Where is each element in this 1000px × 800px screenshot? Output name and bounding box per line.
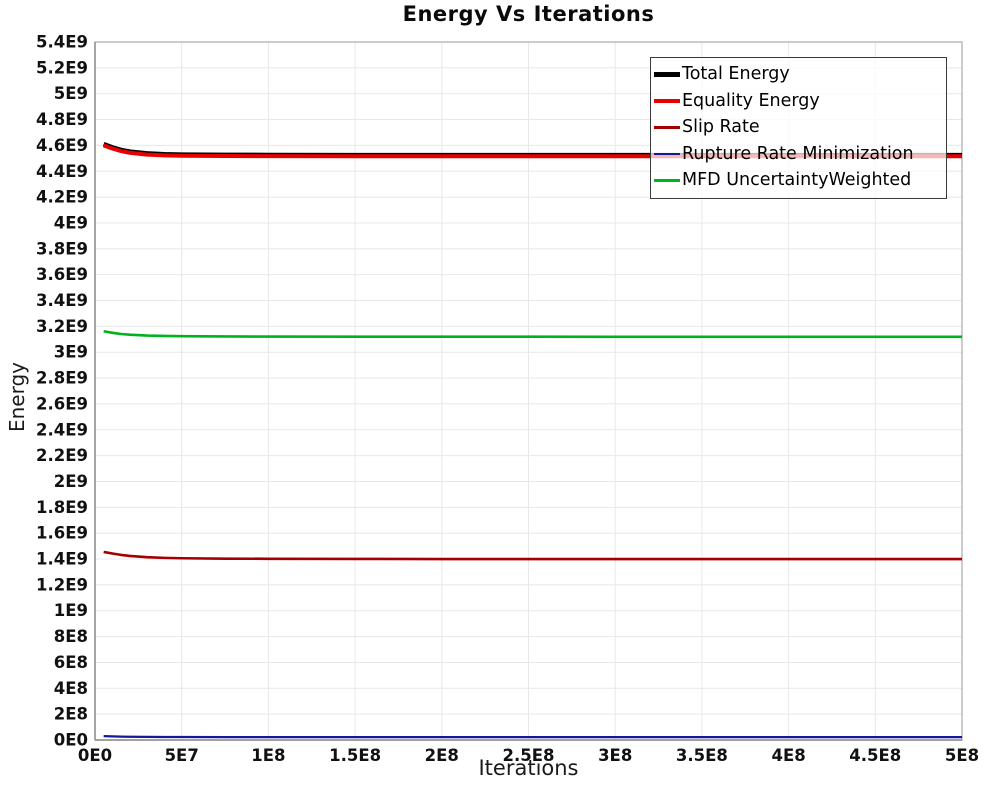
y-tick-label: 3.4E9 [36, 291, 88, 310]
legend-item: Slip Rate [654, 114, 942, 141]
x-tick-label: 3E8 [598, 746, 632, 765]
legend-line-swatch [654, 178, 680, 182]
y-tick-label: 4.6E9 [36, 136, 88, 155]
y-tick-label: 1.2E9 [36, 575, 88, 594]
y-tick-label: 0E0 [54, 731, 88, 750]
x-tick-label: 1.5E8 [329, 746, 381, 765]
y-tick-label: 2E9 [54, 472, 88, 491]
y-tick-label: 5.4E9 [36, 33, 88, 52]
y-tick-label: 1.4E9 [36, 550, 88, 569]
y-tick-label: 2.8E9 [36, 369, 88, 388]
y-tick-label: 3E9 [54, 343, 88, 362]
x-tick-label: 5E8 [945, 746, 979, 765]
x-tick-label: 3.5E8 [676, 746, 728, 765]
chart-title: Energy Vs Iterations [402, 2, 655, 26]
y-tick-label: 4.8E9 [36, 110, 88, 129]
y-tick-label: 2E8 [54, 705, 88, 724]
x-tick-label: 2E8 [425, 746, 459, 765]
y-tick-label: 4E8 [54, 679, 88, 698]
legend-line-swatch [654, 125, 680, 129]
legend-label: MFD UncertaintyWeighted [682, 170, 912, 191]
legend: Total Energy Equality Energy Slip Rate Rupt… [650, 57, 947, 199]
x-tick-label: 2.5E8 [503, 746, 555, 765]
y-tick-label: 3.8E9 [36, 239, 88, 258]
y-tick-label: 3.6E9 [36, 265, 88, 284]
x-tick-label: 5E7 [165, 746, 199, 765]
y-tick-label: 4E9 [54, 213, 88, 232]
y-tick-label: 2.6E9 [36, 394, 88, 413]
y-tick-label: 1E9 [54, 601, 88, 620]
legend-item: Equality Energy [654, 88, 942, 115]
x-tick-label: 4E8 [771, 746, 805, 765]
legend-label: Slip Rate [682, 117, 760, 138]
y-tick-label: 1.6E9 [36, 524, 88, 543]
y-tick-label: 4.2E9 [36, 188, 88, 207]
legend-line-swatch [654, 71, 680, 77]
y-tick-label: 8E8 [54, 627, 88, 646]
y-tick-label: 2.4E9 [36, 420, 88, 439]
legend-line-swatch [654, 98, 680, 103]
series-line-mfd-uncertaintyweighted [103, 330, 962, 339]
x-axis-label: Iterations [478, 756, 579, 780]
x-tick-label: 4.5E8 [849, 746, 901, 765]
y-tick-label: 4.4E9 [36, 162, 88, 181]
x-tick-label: 1E8 [251, 746, 285, 765]
y-tick-label: 6E8 [54, 653, 88, 672]
legend-item: Rupture Rate Minimization [654, 141, 942, 168]
legend-item: Total Energy [654, 61, 942, 88]
legend-label: Equality Energy [682, 90, 820, 111]
x-tick-label: 0E0 [78, 746, 112, 765]
y-tick-label: 3.2E9 [36, 317, 88, 336]
legend-line-swatch [654, 152, 680, 155]
legend-item: MFD UncertaintyWeighted [654, 167, 942, 194]
y-tick-label: 5E9 [54, 84, 88, 103]
series-line-rupture-rate-minimization [103, 734, 962, 739]
legend-label: Rupture Rate Minimization [682, 143, 914, 164]
y-tick-label: 2.2E9 [36, 446, 88, 465]
legend-label: Total Energy [682, 64, 790, 85]
y-tick-label: 5.2E9 [36, 58, 88, 77]
y-tick-label: 1.8E9 [36, 498, 88, 517]
series-line-slip-rate [103, 550, 962, 561]
